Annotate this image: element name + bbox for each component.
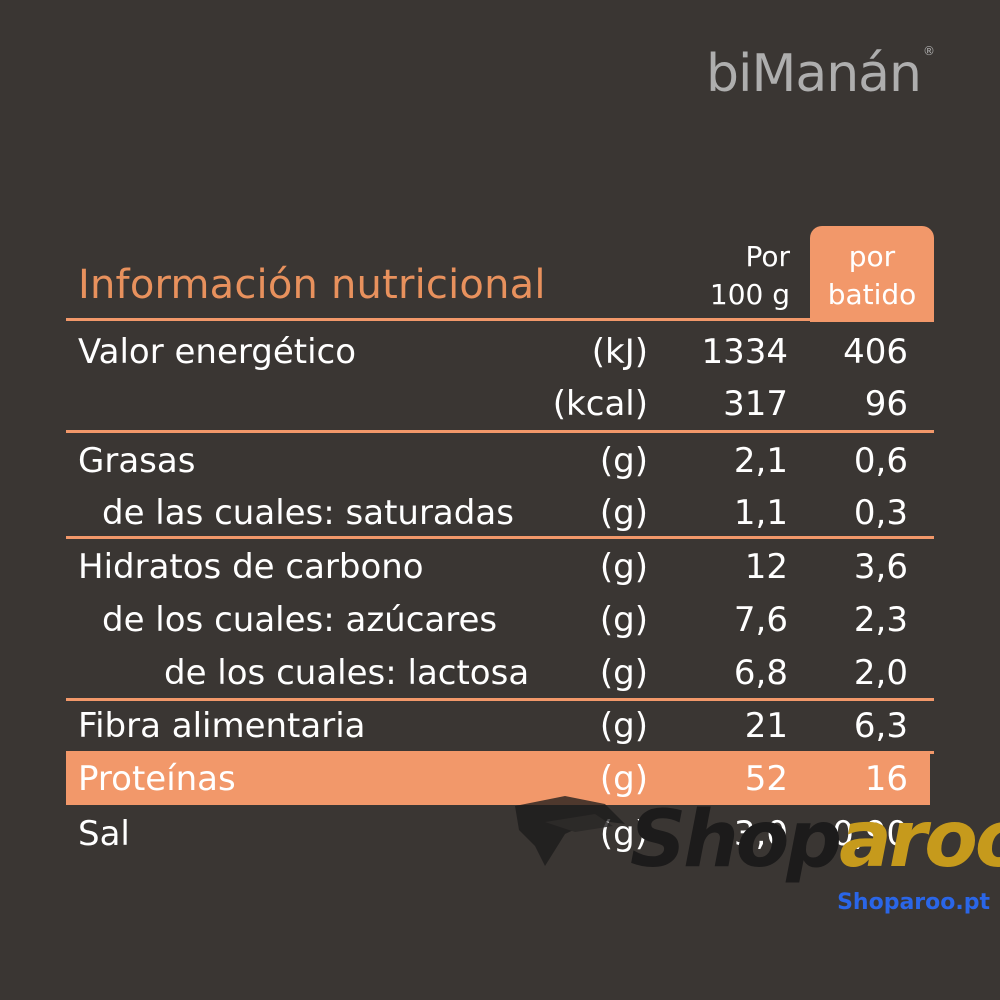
row-unit: (g) bbox=[599, 759, 648, 799]
table-title: Información nutricional bbox=[78, 262, 546, 308]
row-value-per-shake: 16 bbox=[864, 759, 908, 799]
row-value-per-100g: 21 bbox=[744, 706, 788, 746]
row-value-per-shake: 3,6 bbox=[853, 547, 908, 587]
table-row: (kcal) 317 96 bbox=[0, 378, 1000, 430]
watermark-text: Shoparoo bbox=[630, 795, 1000, 885]
row-label: de los cuales: lactosa bbox=[164, 653, 530, 693]
table-row: de los cuales: azúcares (g) 7,6 2,3 bbox=[0, 594, 1000, 646]
row-value-per-100g: 3,0 bbox=[733, 814, 788, 854]
row-label: Grasas bbox=[78, 441, 196, 481]
row-label: Fibra alimentaria bbox=[78, 706, 366, 746]
watermark-logo-icon bbox=[515, 796, 625, 866]
table-row-protein: Proteínas (g) 52 16 bbox=[0, 753, 1000, 805]
row-value-per-100g: 2,1 bbox=[733, 441, 788, 481]
column-header-per-100g-line2: 100 g bbox=[709, 278, 790, 311]
row-unit: (kcal) bbox=[552, 384, 648, 424]
divider-fats bbox=[66, 536, 934, 539]
row-value-per-100g: 6,8 bbox=[733, 653, 788, 693]
column-header-per-shake: por batido bbox=[810, 226, 934, 322]
row-unit: (g) bbox=[599, 653, 648, 693]
row-unit: (g) bbox=[599, 547, 648, 587]
row-unit: (g) bbox=[599, 706, 648, 746]
watermark-text-part1: Shop bbox=[630, 795, 842, 885]
row-value-per-shake: 0,3 bbox=[853, 493, 908, 533]
table-row: Valor energético (kJ) 1334 406 bbox=[0, 326, 1000, 378]
row-value-per-100g: 317 bbox=[723, 384, 788, 424]
watermark-url: Shoparoo.pt bbox=[837, 890, 990, 915]
table-row: de los cuales: lactosa (g) 6,8 2,0 bbox=[0, 647, 1000, 699]
row-value-per-shake: 2,0 bbox=[853, 653, 908, 693]
row-value-per-shake: 96 bbox=[864, 384, 908, 424]
table-row: Hidratos de carbono (g) 12 3,6 bbox=[0, 541, 1000, 593]
brand-logo: biManán ® bbox=[706, 44, 935, 104]
divider-fibre bbox=[66, 751, 934, 754]
row-value-per-shake: 0,90 bbox=[832, 814, 908, 854]
row-value-per-100g: 52 bbox=[744, 759, 788, 799]
row-unit: (kJ) bbox=[591, 332, 648, 372]
row-value-per-100g: 7,6 bbox=[733, 600, 788, 640]
divider-carbs bbox=[66, 698, 934, 701]
row-value-per-100g: 1,1 bbox=[733, 493, 788, 533]
row-value-per-shake: 2,3 bbox=[853, 600, 908, 640]
table-row: Sal (g) 3,0 0,90 bbox=[0, 808, 1000, 860]
column-header-per-shake-line2: batido bbox=[827, 278, 917, 311]
row-label: Sal bbox=[78, 814, 130, 854]
column-header-per-100g: Por 100 g bbox=[660, 238, 790, 314]
table-row: Fibra alimentaria (g) 21 6,3 bbox=[0, 700, 1000, 752]
row-label: de las cuales: saturadas bbox=[102, 493, 514, 533]
row-value-per-shake: 406 bbox=[843, 332, 908, 372]
row-value-per-shake: 6,3 bbox=[853, 706, 908, 746]
divider-energy bbox=[66, 430, 934, 433]
row-value-per-shake: 0,6 bbox=[853, 441, 908, 481]
column-header-per-100g-line1: Por bbox=[745, 240, 790, 273]
divider-header bbox=[66, 318, 934, 321]
table-row: Grasas (g) 2,1 0,6 bbox=[0, 435, 1000, 487]
column-header-per-shake-line1: por bbox=[848, 240, 896, 273]
row-value-per-100g: 1334 bbox=[701, 332, 788, 372]
row-label: Proteínas bbox=[78, 759, 236, 799]
row-label: de los cuales: azúcares bbox=[102, 600, 498, 640]
row-unit: (g) bbox=[599, 600, 648, 640]
table-row: de las cuales: saturadas (g) 1,1 0,3 bbox=[0, 487, 1000, 539]
row-value-per-100g: 12 bbox=[744, 547, 788, 587]
row-label: Hidratos de carbono bbox=[78, 547, 424, 587]
protein-highlight-band bbox=[66, 753, 930, 805]
row-unit: (g) bbox=[599, 441, 648, 481]
row-unit: (g) bbox=[599, 493, 648, 533]
watermark-text-part2: aroo bbox=[839, 795, 1000, 885]
row-label: Valor energético bbox=[78, 332, 357, 372]
